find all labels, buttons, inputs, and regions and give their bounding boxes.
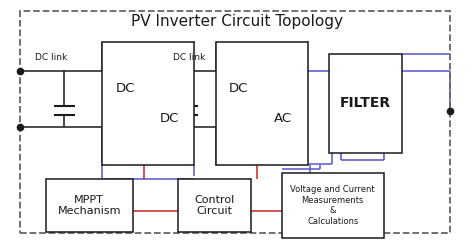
Text: Control
Circuit: Control Circuit [194, 195, 235, 216]
Bar [46, 179, 133, 232]
Text: PV Inverter Circuit Topology: PV Inverter Circuit Topology [131, 14, 343, 29]
Text: DC: DC [116, 82, 135, 95]
Text: MPPT
Mechanism: MPPT Mechanism [57, 195, 121, 216]
Text: DC link: DC link [35, 53, 67, 62]
Text: DC: DC [160, 112, 179, 125]
Text: DC link: DC link [173, 53, 205, 62]
Text: DC: DC [229, 82, 248, 95]
Text: Voltage and Current
Measurements
&
Calculations: Voltage and Current Measurements & Calcu… [291, 186, 375, 226]
Bar [329, 54, 402, 153]
Bar [216, 42, 308, 165]
Bar [282, 173, 383, 238]
Bar [102, 42, 194, 165]
Bar [178, 179, 251, 232]
Text: FILTER: FILTER [340, 96, 392, 111]
Text: AC: AC [274, 112, 292, 125]
